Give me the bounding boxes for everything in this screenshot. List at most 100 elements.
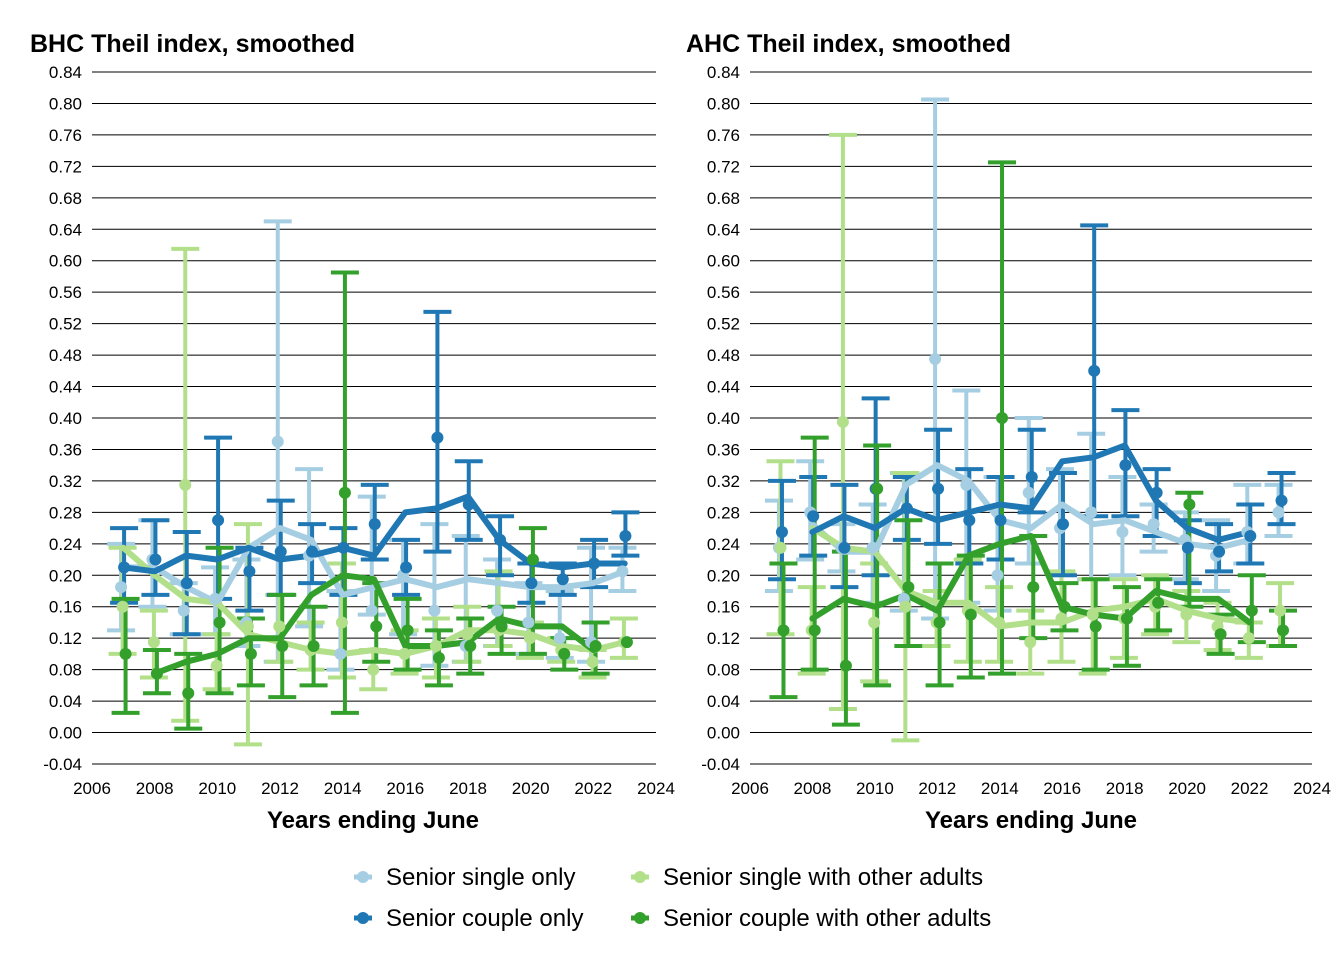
data-point [619, 529, 632, 542]
data-point [807, 510, 820, 523]
x-tick-label: 2008 [794, 779, 832, 798]
data-point [1027, 581, 1040, 594]
data-point [933, 616, 946, 629]
series-line [809, 442, 1253, 543]
series-line [120, 525, 628, 606]
data-point [335, 616, 348, 629]
data-point [213, 616, 226, 629]
y-tick-label: 0.72 [707, 157, 740, 176]
y-tick-label: 0.16 [707, 598, 740, 617]
data-point [589, 640, 602, 653]
y-tick-label: 0.08 [707, 661, 740, 680]
data-point [1152, 596, 1165, 609]
data-point [307, 640, 320, 653]
y-tick-label: 0.12 [707, 629, 740, 648]
data-point [775, 526, 788, 539]
data-point [210, 659, 223, 672]
data-point [212, 514, 225, 527]
x-tick-label: 2018 [1106, 779, 1144, 798]
x-tick-label: 2020 [512, 779, 550, 798]
y-tick-label: 0.44 [49, 378, 82, 397]
y-tick-label: 0.84 [49, 63, 82, 82]
x-tick-label: 2022 [1231, 779, 1269, 798]
data-point [116, 600, 129, 613]
data-point [868, 616, 881, 629]
data-point [1147, 518, 1160, 531]
data-point [177, 604, 190, 617]
data-point [150, 667, 163, 680]
y-tick-label: 0.04 [707, 692, 740, 711]
data-point [241, 620, 254, 633]
y-tick-label: 0.68 [707, 189, 740, 208]
x-tick-label: 2018 [449, 779, 487, 798]
data-point [588, 557, 601, 570]
data-point [1088, 364, 1101, 377]
y-tick-label: 0.00 [707, 724, 740, 743]
data-point [960, 478, 973, 491]
data-point [118, 561, 131, 574]
data-point [182, 687, 195, 700]
x-tick-label: 2020 [1168, 779, 1206, 798]
y-tick-label: 0.72 [49, 157, 82, 176]
data-point [586, 655, 599, 668]
data-point [271, 435, 284, 448]
data-point [1055, 612, 1068, 625]
data-point [1024, 636, 1037, 649]
data-point [147, 636, 160, 649]
data-point [902, 581, 915, 594]
data-point [1277, 624, 1290, 637]
x-axis-label: Years ending June [925, 807, 1137, 834]
data-point [558, 647, 571, 660]
data-point [1274, 604, 1287, 617]
data-point [429, 640, 442, 653]
data-point [367, 663, 380, 676]
chart-title: AHC Theil index, smoothed [686, 30, 1011, 58]
data-point [996, 412, 1009, 424]
y-tick-label: 0.32 [49, 472, 82, 491]
data-point [991, 569, 1004, 582]
data-point [553, 632, 566, 645]
data-point [1058, 600, 1071, 613]
y-tick-label: 0.48 [707, 346, 740, 365]
data-point [900, 502, 913, 515]
y-tick-label: 0.20 [49, 566, 82, 585]
legend-item-senior-single-with-other-adults: Senior single with other adults [631, 864, 983, 891]
legend-item-senior-single-only: Senior single only [354, 864, 575, 891]
data-point [929, 353, 942, 366]
x-tick-label: 2008 [136, 779, 174, 798]
data-point [522, 616, 535, 629]
data-point [1183, 498, 1196, 511]
data-point [777, 624, 790, 637]
x-tick-label: 2012 [918, 779, 956, 798]
data-point [119, 647, 132, 660]
y-tick-label: 0.40 [707, 409, 740, 428]
y-tick-label: 0.76 [49, 126, 82, 145]
legend: Senior single only Senior single with ot… [354, 864, 991, 932]
y-tick-label: 0.60 [707, 252, 740, 271]
series-line [809, 462, 1253, 555]
data-point [1119, 459, 1132, 472]
data-point [179, 478, 192, 491]
x-tick-label: 2022 [574, 779, 612, 798]
y-tick-label: 0.12 [49, 629, 82, 648]
y-tick-label: 0.60 [49, 252, 82, 271]
data-point [1213, 545, 1226, 558]
data-point [839, 659, 852, 672]
y-tick-label: 0.08 [49, 661, 82, 680]
y-tick-label: 0.52 [49, 315, 82, 334]
data-point [398, 647, 411, 660]
data-point [1089, 620, 1102, 633]
data-point [774, 541, 787, 554]
data-point [899, 600, 912, 613]
series-line [120, 493, 628, 575]
legend-label: Senior couple with other adults [663, 905, 991, 932]
bhc-chart-panel: BHC Theil index, smoothed Years ending J… [30, 30, 675, 834]
x-tick-label: 2006 [731, 779, 769, 798]
series-line [120, 544, 628, 657]
data-point [523, 632, 536, 645]
data-point [494, 533, 507, 546]
data-point [1120, 612, 1133, 625]
x-tick-label: 2016 [1043, 779, 1081, 798]
data-point [1085, 506, 1098, 519]
series-line [809, 533, 1253, 626]
